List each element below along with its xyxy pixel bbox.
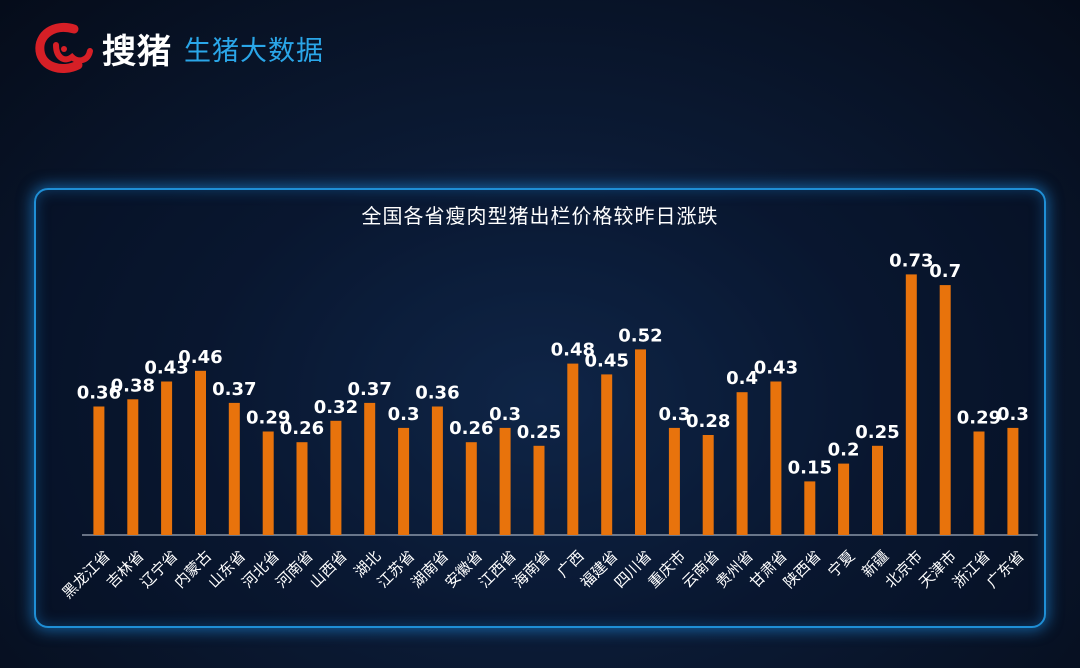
bar (465, 442, 477, 535)
data-label: 0.29 (246, 408, 290, 429)
data-label: 0.46 (178, 347, 222, 368)
data-label: 0.48 (551, 340, 595, 361)
data-label: 0.25 (517, 422, 561, 443)
data-label: 0.25 (855, 422, 899, 443)
bar (431, 406, 443, 535)
category-tick-label: 北京市 (881, 547, 926, 592)
bar (262, 431, 274, 535)
category-tick-label: 河南省 (272, 547, 317, 592)
data-label: 0.52 (618, 325, 662, 346)
bar (635, 349, 646, 535)
data-label: 0.3 (388, 404, 420, 425)
data-label: 0.7 (929, 261, 961, 282)
category-tick-label: 贵州省 (712, 547, 757, 592)
bar (702, 435, 714, 535)
category-tick-label: 安徽省 (441, 547, 486, 592)
bar (228, 402, 240, 535)
data-label: 0.37 (212, 379, 256, 400)
category-tick-label: 山东省 (204, 547, 249, 592)
data-label: 0.26 (449, 418, 493, 439)
category-tick-label: 云南省 (678, 547, 723, 592)
data-label: 0.3 (658, 404, 690, 425)
pig-logo-icon (35, 23, 93, 73)
data-label: 0.45 (584, 350, 628, 371)
data-label: 0.43 (144, 358, 188, 379)
bar (127, 399, 139, 535)
bar (330, 420, 342, 535)
bar (838, 463, 850, 535)
category-tick-label: 吉林省 (103, 547, 148, 592)
bar (736, 392, 748, 535)
bar (804, 481, 816, 535)
category-tick-label: 海南省 (509, 547, 554, 592)
data-label: 0.29 (957, 408, 1001, 429)
brand: 搜猪 生猪大数据 (34, 20, 324, 76)
bar (770, 381, 782, 535)
data-label: 0.38 (111, 375, 155, 396)
data-label: 0.3 (489, 404, 521, 425)
bar (499, 427, 511, 535)
data-label: 0.3 (997, 404, 1029, 425)
category-tick-label: 河北省 (238, 547, 283, 592)
bar (668, 427, 680, 535)
category-tick-label: 四川省 (611, 547, 656, 592)
chart-title: 全国各省瘦肉型猪出栏价格较昨日涨跌 (361, 204, 719, 228)
bar (296, 442, 308, 535)
category-tick-label: 甘肃省 (746, 547, 791, 592)
category-tick-label: 福建省 (577, 547, 622, 592)
category-tick-label: 黑龙江省 (58, 547, 113, 602)
data-label: 0.2 (828, 440, 860, 461)
category-tick-label: 陕西省 (780, 547, 825, 592)
category-tick-label: 江苏省 (374, 547, 419, 592)
bar (533, 445, 545, 536)
bar (939, 285, 951, 535)
category-tick-label: 江西省 (475, 547, 520, 592)
bar (601, 374, 613, 536)
brand-name: 搜猪 (102, 31, 172, 72)
data-label: 0.26 (280, 418, 324, 439)
category-tick-label: 湖南省 (408, 547, 453, 592)
bar (973, 431, 985, 535)
data-label: 0.73 (889, 250, 933, 271)
category-tick-label: 浙江省 (949, 547, 994, 592)
data-label: 0.28 (686, 411, 730, 432)
data-label: 0.32 (314, 397, 358, 418)
bar (161, 381, 173, 535)
category-tick-label: 辽宁省 (137, 547, 182, 592)
bar (1007, 427, 1019, 535)
data-label: 0.4 (726, 368, 758, 389)
bar (905, 274, 917, 535)
bar (398, 427, 410, 535)
category-tick-label: 重庆市 (645, 547, 690, 592)
brand-subtitle: 生猪大数据 (184, 35, 324, 67)
bar (195, 370, 206, 535)
data-label: 0.36 (77, 383, 121, 404)
data-label: 0.43 (754, 358, 798, 379)
bar (872, 445, 883, 536)
bar (93, 406, 105, 535)
category-tick-label: 天津市 (915, 547, 960, 592)
category-tick-label: 内蒙古 (171, 547, 216, 592)
category-tick-label: 山西省 (306, 547, 351, 592)
data-label: 0.15 (788, 457, 832, 478)
bar (567, 363, 579, 535)
category-tick-label: 宁夏 (824, 547, 858, 581)
category-tick-label: 广东省 (983, 547, 1028, 592)
data-label: 0.37 (347, 379, 391, 400)
data-label: 0.36 (415, 383, 459, 404)
bar (364, 402, 376, 535)
